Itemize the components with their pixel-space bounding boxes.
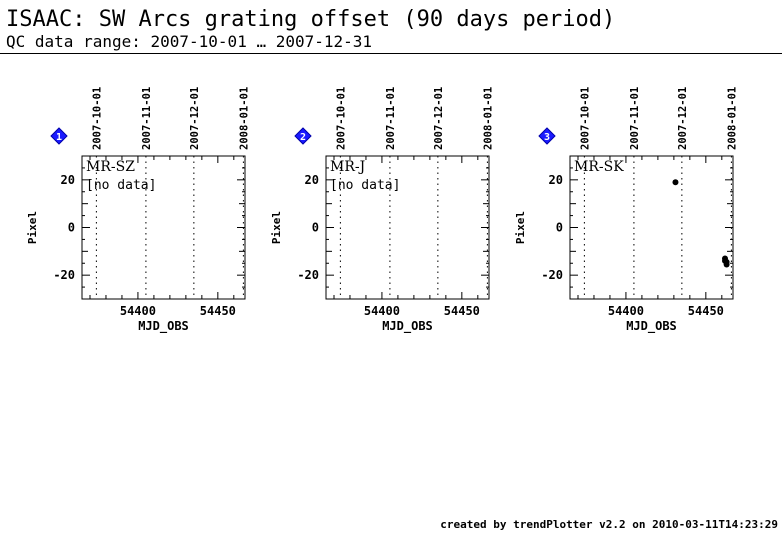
x-axis-title: MJD_OBS xyxy=(382,319,433,334)
y-tick-label: 0 xyxy=(68,221,75,235)
x-tick-label: 54450 xyxy=(200,304,236,318)
data-point xyxy=(672,179,679,186)
x-tick-label: 54450 xyxy=(444,304,480,318)
x-axis-title: MJD_OBS xyxy=(138,319,189,334)
date-tick-label: 2008-01-01 xyxy=(482,87,494,150)
header-divider xyxy=(0,53,782,54)
no-data-note: [no data] xyxy=(86,178,156,193)
chart-panel-1: 2007-10-01 2007-11-01 2007-12-01 2008-01-01… xyxy=(26,87,250,334)
y-tick-label: -20 xyxy=(53,268,75,282)
no-data-note: [no data] xyxy=(330,178,400,193)
chart-panel-2: 2007-10-01 2007-11-01 2007-12-01 2008-01-01… xyxy=(270,87,494,334)
y-tick-label: 20 xyxy=(549,173,563,187)
chart-panel-3: 2007-10-01 2007-11-01 2007-12-01 2008-01-01… xyxy=(514,87,738,334)
date-tick-label: 2007-10-01 xyxy=(335,87,347,150)
page-title: ISAAC: SW Arcs grating offset (90 days p… xyxy=(6,7,616,32)
page-subtitle: QC data range: 2007-10-01 … 2007-12-31 xyxy=(6,32,373,51)
y-tick-label: 0 xyxy=(312,221,319,235)
date-tick-label: 2007-12-01 xyxy=(433,87,445,150)
panel-number: 3 xyxy=(544,132,550,143)
y-tick-label: 20 xyxy=(61,173,75,187)
panel-number-marker xyxy=(294,127,312,145)
date-tick-label: 2007-10-01 xyxy=(91,87,103,150)
x-tick-label: 54400 xyxy=(364,304,400,318)
plot-frame xyxy=(569,155,734,300)
date-tick-label: 2007-11-01 xyxy=(385,87,397,150)
panel-label: MR-J xyxy=(330,159,365,175)
panel-label: MR-SZ xyxy=(86,159,135,175)
y-axis-title: Pixel xyxy=(514,211,527,244)
date-tick-label: 2008-01-01 xyxy=(726,87,738,150)
panel-number: 2 xyxy=(300,132,306,143)
x-tick-label: 54400 xyxy=(608,304,644,318)
x-axis-title: MJD_OBS xyxy=(626,319,677,334)
date-tick-label: 2007-11-01 xyxy=(141,87,153,150)
date-tick-label: 2007-11-01 xyxy=(629,87,641,150)
date-tick-label: 2008-01-01 xyxy=(238,87,250,150)
date-tick-label: 2007-10-01 xyxy=(579,87,591,150)
y-tick-label: 0 xyxy=(556,221,563,235)
panel-number-marker xyxy=(50,127,68,145)
panel-number: 1 xyxy=(56,132,62,143)
x-tick-label: 54450 xyxy=(688,304,724,318)
y-axis-title: Pixel xyxy=(26,211,39,244)
y-tick-label: -20 xyxy=(541,268,563,282)
y-tick-label: -20 xyxy=(297,268,319,282)
y-axis-title: Pixel xyxy=(270,211,283,244)
date-tick-label: 2007-12-01 xyxy=(189,87,201,150)
x-tick-label: 54400 xyxy=(120,304,156,318)
date-tick-label: 2007-12-01 xyxy=(677,87,689,150)
data-point xyxy=(723,261,730,268)
footer-credit: created by trendPlotter v2.2 on 2010-03-… xyxy=(440,518,778,531)
panel-label: MR-SK xyxy=(574,159,624,175)
y-tick-label: 20 xyxy=(305,173,319,187)
panel-number-marker xyxy=(538,127,556,145)
